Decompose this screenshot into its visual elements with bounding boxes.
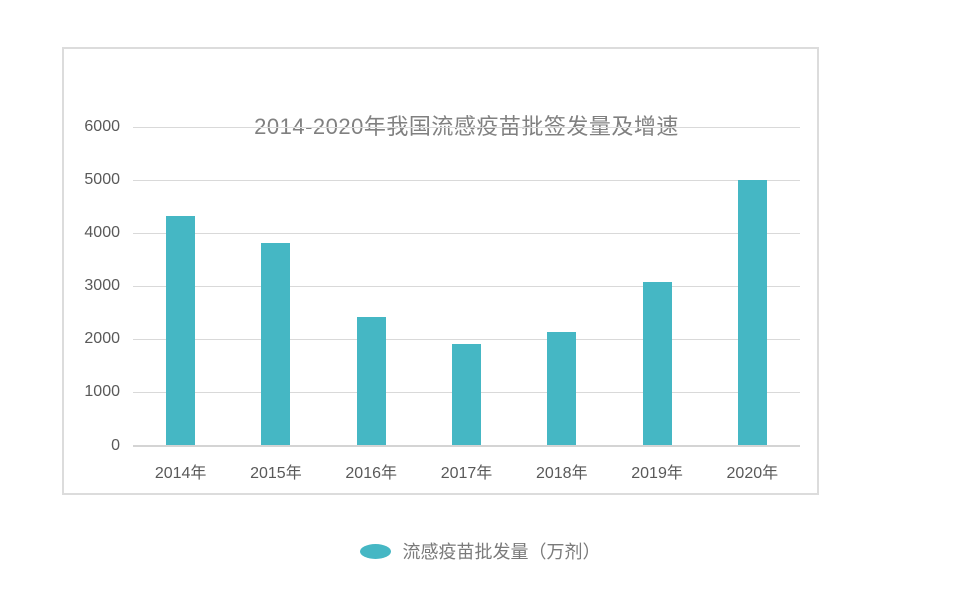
gridline-y-2000 — [133, 339, 800, 341]
x-axis-tick-label-2015年: 2015年 — [250, 464, 302, 482]
gridline-y-5000 — [133, 180, 800, 182]
bar-2019年[interactable] — [642, 282, 672, 446]
y-axis-tick-label: 4000 — [84, 224, 120, 242]
bar-2018年[interactable] — [547, 332, 577, 446]
bar-2020年[interactable] — [737, 180, 767, 446]
gridline-y-6000 — [133, 127, 800, 128]
bar-2016年[interactable] — [356, 317, 386, 446]
y-axis-tick-label: 0 — [111, 436, 120, 454]
gridline-y-0 — [133, 444, 800, 447]
plot-area: 0 1000 2000 3000 4000 5000 6000 2014年 2015年 2016年… — [64, 49, 817, 493]
x-axis-tick-label-2018年: 2018年 — [535, 464, 588, 482]
y-axis-tick-label: 2000 — [84, 330, 120, 348]
x-axis-tick-label-2019年: 2019年 — [631, 464, 683, 482]
bar-2017年[interactable] — [452, 344, 481, 446]
y-axis-tick-label: 1000 — [84, 383, 120, 401]
bar-2015年[interactable] — [261, 242, 291, 446]
gridline-y-4000 — [133, 233, 800, 235]
chart-card: 2014-2020年我国流感疫苗批签发量及增速 0 1000 2000 3000 400… — [62, 47, 819, 495]
x-axis-tick-label-2017年: 2017年 — [440, 464, 493, 482]
chart-title: 2014-2020年我国流感疫苗批签发量及增速 — [254, 114, 679, 139]
x-axis-tick-label-2016年: 2016年 — [345, 464, 397, 482]
x-axis-tick-label-2014年: 2014年 — [154, 464, 207, 482]
chart-legend: 流感疫苗批发量（万剂） — [0, 538, 960, 564]
gridline-y-3000 — [133, 286, 800, 288]
legend-label: 流感疫苗批发量（万剂） — [402, 542, 601, 562]
y-axis-tick-label: 6000 — [84, 118, 120, 135]
bar-2014年[interactable] — [166, 215, 196, 446]
y-axis-tick-label: 3000 — [84, 277, 120, 295]
x-axis-tick-label-2020年: 2020年 — [726, 464, 779, 482]
legend-marker-icon — [359, 543, 391, 559]
y-axis-tick-label: 5000 — [84, 171, 120, 189]
legend-item-vaccine-volume[interactable]: 流感疫苗批发量（万剂） — [359, 538, 601, 564]
